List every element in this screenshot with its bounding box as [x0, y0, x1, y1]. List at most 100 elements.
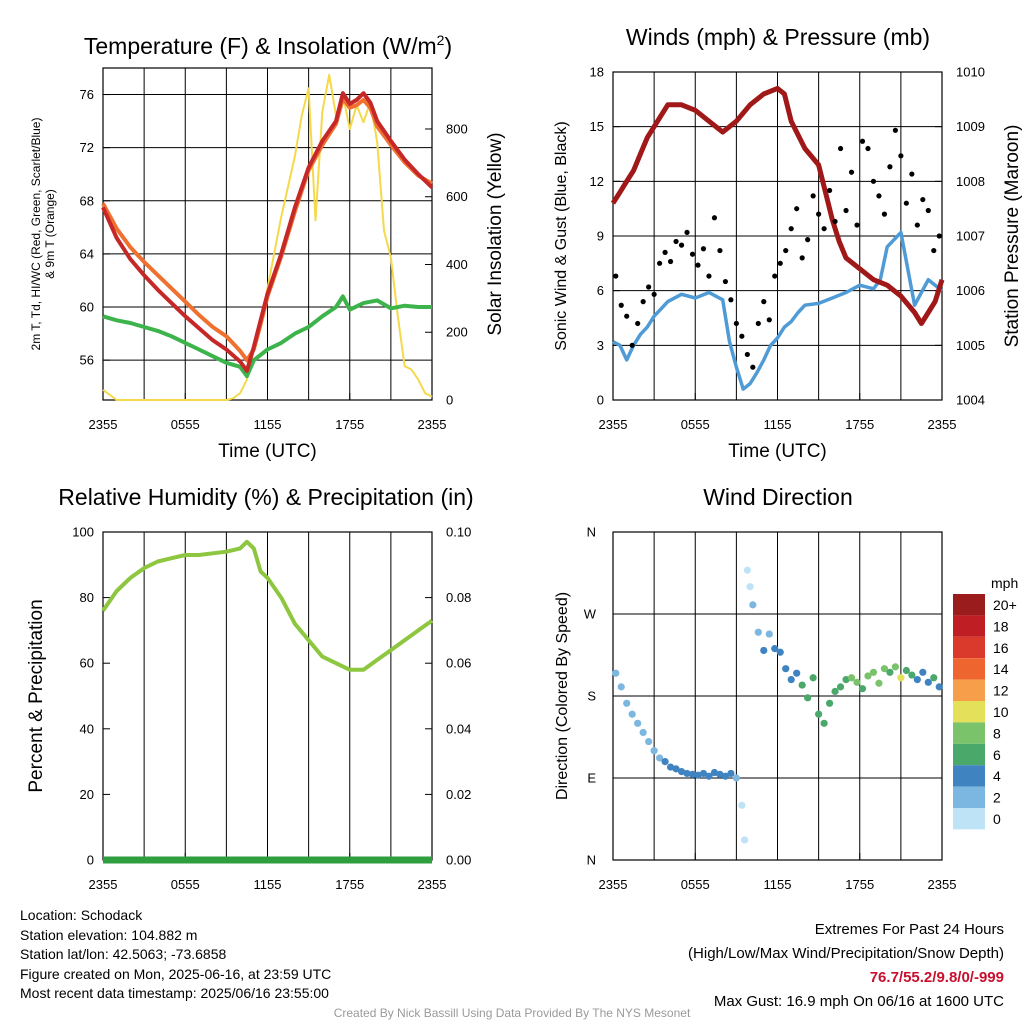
y-tick-label: 68 [80, 193, 94, 208]
direction-point [875, 679, 883, 687]
direction-point [634, 719, 642, 727]
chart-title: Wind Direction [703, 484, 853, 510]
colorbar-label: 16 [993, 640, 1009, 656]
gust-point [646, 284, 652, 290]
gust-point [881, 211, 888, 217]
gust-point [821, 226, 827, 232]
direction-point [886, 668, 894, 676]
gust-point [799, 255, 805, 261]
direction-point [924, 678, 932, 686]
gust-point [816, 211, 822, 217]
direction-point [908, 671, 916, 679]
direction-point [869, 668, 878, 676]
direction-point [639, 728, 647, 737]
y-tick-label: 80 [80, 590, 94, 605]
colorbar-swatch [953, 679, 985, 701]
y-axis-label-left: Direction (Colored By Speed) [554, 592, 571, 800]
series-line-2m-t [101, 91, 434, 373]
y-tick-label: 9 [597, 229, 604, 244]
x-tick-label: 0555 [681, 417, 710, 432]
colorbar-label: 8 [993, 725, 1001, 741]
direction-point [683, 769, 691, 778]
y-tick-label: 100 [72, 525, 94, 540]
gust-point [750, 364, 756, 370]
gust-point [837, 145, 844, 152]
direction-point [656, 754, 664, 762]
gust-point [755, 320, 761, 327]
colorbar-swatch [953, 722, 985, 744]
direction-point [858, 685, 867, 693]
gust-point [722, 278, 729, 285]
x-tick-label: 2355 [928, 877, 957, 892]
x-tick-label: 2355 [418, 877, 447, 892]
y-tick-label: W [584, 607, 597, 622]
series-line-rh [101, 539, 434, 672]
gust-point [629, 342, 635, 348]
direction-point [672, 765, 680, 773]
station-info: Location: Schodack Station elevation: 10… [20, 906, 331, 1004]
gust-point [914, 222, 920, 228]
x-axis-label: Time (UTC) [218, 441, 317, 462]
direction-point [741, 836, 749, 844]
direction-point [749, 601, 757, 609]
station-latlon: Station lat/lon: 42.5063; -73.6858 [20, 946, 227, 962]
y-tick-label-right: 0.06 [446, 656, 471, 671]
gust-point [865, 145, 871, 152]
direction-point [694, 771, 702, 779]
gust-point [870, 178, 877, 184]
direction-point [825, 699, 834, 707]
gust-point [640, 299, 646, 305]
x-tick-label: 2355 [928, 417, 957, 432]
gust-point [843, 207, 849, 214]
y-tick-label-right: 1007 [956, 229, 985, 244]
gust-point [794, 206, 800, 212]
direction-point [787, 676, 795, 684]
gust-point [700, 246, 707, 252]
colorbar-unit: mph [991, 575, 1018, 591]
y-tick-label: N [587, 525, 596, 540]
direction-point [765, 630, 773, 638]
x-tick-label: 1755 [335, 877, 364, 892]
gust-point [931, 247, 937, 254]
wind-pressure-panel: 2355 0555 1155 1755 2355 0 3 6 9 12 15 18 1004 1005 10… [553, 24, 1023, 462]
gust-point [854, 222, 860, 228]
direction-point [746, 583, 754, 591]
gust-point [684, 229, 690, 235]
gust-point [667, 258, 674, 265]
gust-point [739, 333, 745, 339]
gust-point [657, 260, 663, 266]
direction-point [897, 674, 905, 682]
x-tick-label: 0555 [171, 417, 200, 432]
direction-point [847, 674, 856, 682]
direction-point [743, 566, 751, 574]
max-gust: Max Gust: 16.9 mph On 06/16 at 1600 UTC [713, 993, 1004, 1010]
gust-point [772, 273, 778, 279]
y-axis-label-right: Solar Insolation (Yellow) [485, 132, 506, 335]
direction-point [853, 678, 861, 686]
direction-point [804, 694, 812, 702]
gust-point [783, 247, 789, 254]
y-tick-label: 6 [597, 283, 604, 298]
y-tick-label-right: 1010 [956, 65, 985, 80]
gust-point [909, 171, 915, 177]
y-tick-label: 15 [590, 119, 604, 134]
direction-point [913, 676, 921, 684]
gust-point [613, 273, 619, 279]
direction-point [705, 772, 713, 780]
direction-point [798, 681, 806, 689]
direction-point [809, 674, 817, 682]
x-tick-label: 1755 [845, 877, 874, 892]
direction-point [716, 770, 724, 778]
gust-point [898, 153, 904, 159]
chart-title: Temperature (F) & Insolation (W/m2) [84, 32, 452, 59]
direction-point [661, 758, 669, 766]
y-tick-label: 60 [80, 300, 94, 315]
series-line-sonic-wind [612, 230, 944, 391]
colorbar-swatch [953, 658, 985, 680]
direction-point [666, 763, 675, 771]
y-tick-label-right: 1005 [956, 338, 985, 353]
y-axis-label-left: Percent & Precipitation [26, 599, 47, 792]
colorbar-label: 20+ [993, 597, 1017, 613]
credit-line: Created By Nick Bassill Using Data Provi… [333, 1006, 691, 1020]
